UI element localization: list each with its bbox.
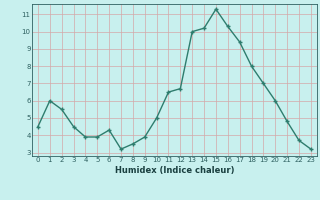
- X-axis label: Humidex (Indice chaleur): Humidex (Indice chaleur): [115, 166, 234, 175]
